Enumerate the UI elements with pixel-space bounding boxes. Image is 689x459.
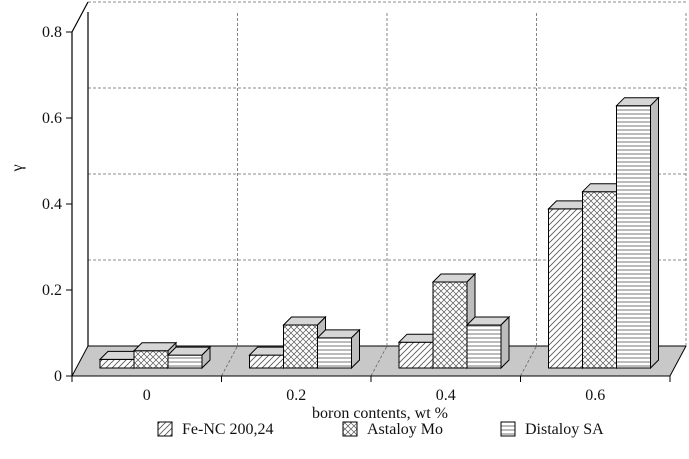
legend-swatch [500,421,516,437]
tick-labels: 0 0.2 0.4 0.6 0.8 0 0.2 0.4 0.6 [42,24,605,404]
x-tick-label: 0.6 [585,387,605,404]
x-tick-label: 0 [143,387,151,404]
bars [98,96,660,370]
bar [465,315,511,370]
legend-swatch [157,421,173,437]
bar [166,345,212,370]
legend-label: Astaloy Mo [367,421,443,438]
x-tick-label: 0.4 [436,387,456,404]
axes [66,1,671,382]
legend-label: Fe-NC 200,24 [182,421,274,438]
legend: Fe-NC 200,24 Astaloy Mo Distaloy SA [157,421,604,438]
bar-front-face [133,350,169,369]
bar-front-face [548,208,583,369]
y-axis-title: γ [9,164,26,172]
bar-front-face [167,354,203,369]
legend-label: Distaloy SA [525,421,604,438]
bar-front-face [99,358,135,369]
gridlines [88,1,687,377]
y-tick-label: 0.6 [42,110,62,127]
y-tick-label: 0 [54,368,62,385]
bar-front-face [249,354,284,369]
floor-divider [221,345,238,377]
bar-side-face [351,328,360,370]
bar-side-face [500,315,510,370]
bar [316,328,361,370]
bar-front-face [317,337,352,369]
y-tick-label: 0.8 [42,24,62,41]
bar-front-face [432,281,468,369]
bar-front-face [283,324,318,369]
bar-side-face [650,96,659,370]
bar-front-face [582,191,617,369]
bar-front-face [616,105,651,369]
y-tick-label: 0.2 [42,282,62,299]
bar-side-face [201,345,211,370]
y-axis-top-connector [71,1,89,33]
floor-divider [370,345,388,377]
x-axis-title: boron contents, wt % [312,405,448,422]
bar [615,96,660,370]
x-tick-label: 0.2 [286,387,306,404]
y-tick-label: 0.4 [42,196,62,213]
bar-front-face [398,341,434,369]
bar-front-face [466,324,502,369]
floor-divider [520,345,537,377]
legend-swatch [342,421,358,437]
